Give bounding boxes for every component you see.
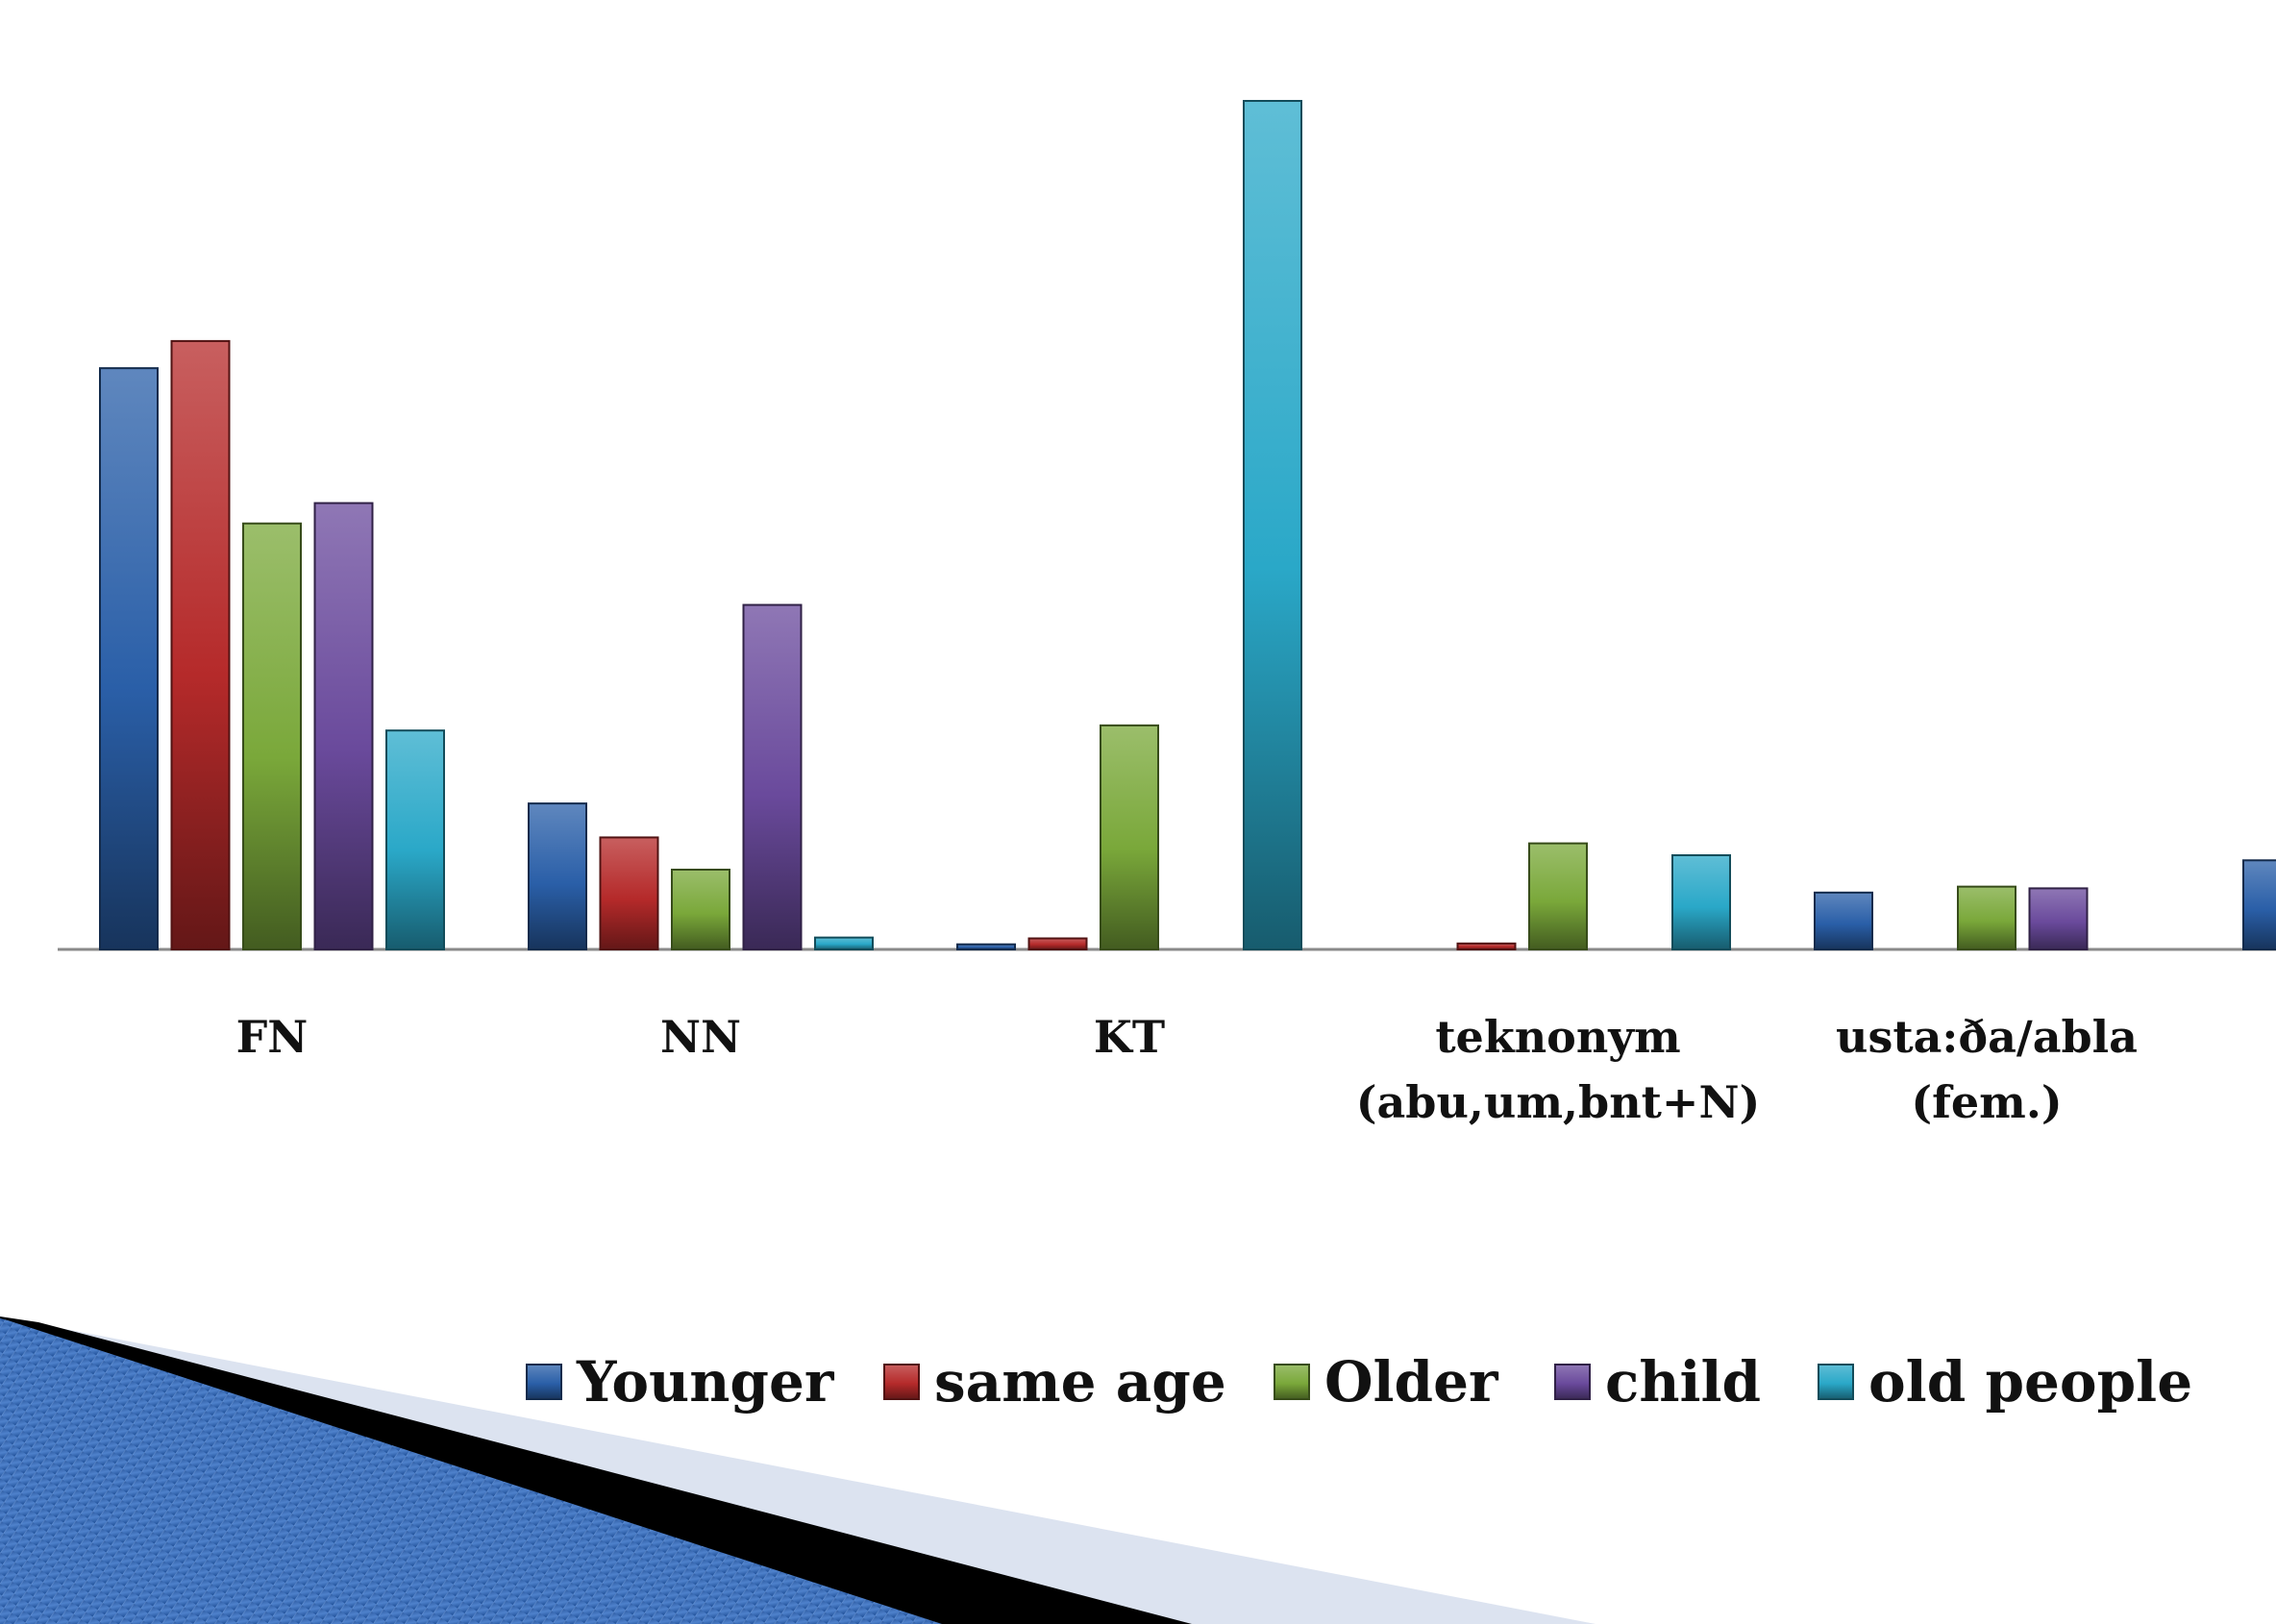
bar-nn-younger — [528, 802, 587, 951]
bar-nn-child — [742, 603, 803, 950]
bar-nn-old-people — [814, 936, 874, 950]
legend-swatch-older — [1274, 1364, 1310, 1400]
category-labels: FN NN KT teknonym (abu,um,bnt+N) usta:ða/abla… — [236, 1011, 2138, 1128]
bars-group — [99, 100, 2276, 951]
bar-usta-a-abla-fem-younger — [1814, 891, 1873, 950]
bar-kt-older — [1100, 724, 1159, 950]
bar-fn-same-age — [170, 339, 231, 951]
bar-kt-same-age — [1027, 937, 1088, 950]
bar-nn-older — [671, 868, 730, 950]
bar-fn-old-people — [385, 729, 445, 950]
bar-teknonym-abu-um-bnt-n-same-age — [1456, 942, 1517, 950]
bar-usta-a-abla-fem-older — [1957, 885, 2016, 951]
bar-fn-younger — [99, 367, 159, 950]
legend-label-child: child — [1605, 1349, 1761, 1415]
category-label: NN — [660, 1011, 741, 1063]
category-label: usta:ða/abla (fem.) — [1836, 1011, 2138, 1128]
legend-label-older: Older — [1324, 1349, 1499, 1415]
bar-usta-a-abla-fem-child — [2028, 887, 2089, 951]
legend: Younger same age Older child old people — [526, 1349, 2192, 1415]
legend-label-same-age: same age — [934, 1349, 1226, 1415]
legend-label-younger: Younger — [576, 1349, 835, 1415]
legend-swatch-same-age — [883, 1364, 920, 1400]
bar-fn-child — [313, 502, 374, 950]
legend-swatch-old-people — [1818, 1364, 1854, 1400]
bar-teknonym-abu-um-bnt-n-old-people — [1671, 853, 1731, 950]
category-label: KT — [1094, 1011, 1165, 1063]
bar-teknonym-abu-um-bnt-n-older — [1528, 842, 1588, 950]
bar-kt-younger — [956, 943, 1016, 951]
legend-swatch-child — [1554, 1364, 1591, 1400]
legend-swatch-younger — [526, 1364, 562, 1400]
bar-fn-older — [242, 522, 302, 950]
bar-nn-same-age — [599, 836, 659, 950]
category-label: teknonym (abu,um,bnt+N) — [1356, 1011, 1761, 1128]
bar-unlabeled-younger — [2242, 859, 2276, 950]
category-label: FN — [236, 1011, 309, 1063]
bar-kt-old-people — [1243, 100, 1302, 950]
legend-label-old-people: old people — [1868, 1349, 2192, 1415]
